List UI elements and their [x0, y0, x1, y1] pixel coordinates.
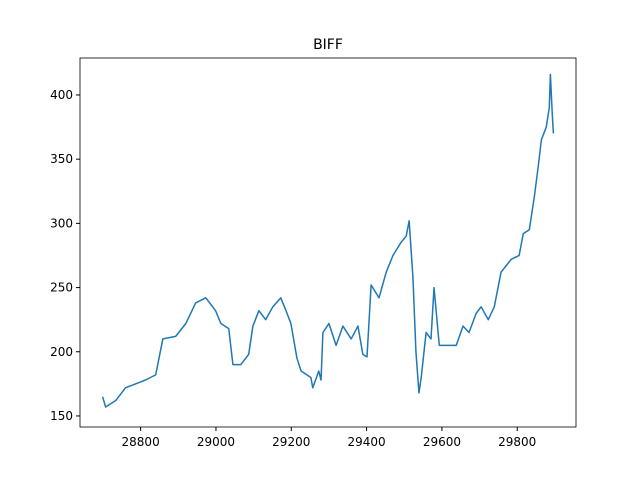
x-tick-label: 29600 — [423, 435, 461, 449]
x-tick-label: 29800 — [498, 435, 536, 449]
x-tick-label: 28800 — [122, 435, 160, 449]
chart-title: BIFF — [313, 37, 343, 53]
y-tick-label: 300 — [50, 216, 73, 230]
data-line — [101, 73, 555, 408]
y-tick-label: 150 — [50, 409, 73, 423]
plot-frame — [79, 57, 577, 428]
y-tick-label: 200 — [50, 345, 73, 359]
y-tick-label: 400 — [50, 88, 73, 102]
x-tick-label: 29000 — [197, 435, 235, 449]
y-tick-label: 250 — [50, 281, 73, 295]
x-tick-label: 29400 — [348, 435, 386, 449]
x-tick-label: 29200 — [272, 435, 310, 449]
y-tick-label: 350 — [50, 152, 73, 166]
